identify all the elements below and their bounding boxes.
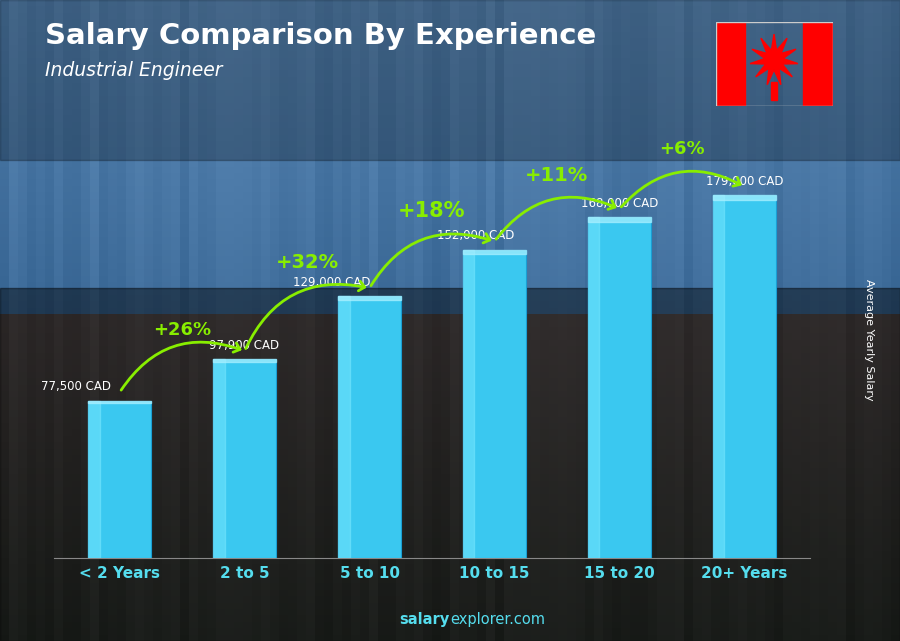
Text: +32%: +32% <box>275 253 338 272</box>
Bar <box>589 217 651 558</box>
Bar <box>88 401 151 403</box>
Bar <box>0 0 900 160</box>
Bar <box>589 217 651 222</box>
Bar <box>213 359 275 558</box>
Bar <box>464 249 526 254</box>
Bar <box>713 195 776 558</box>
Bar <box>88 401 151 558</box>
Text: Salary Comparison By Experience: Salary Comparison By Experience <box>45 22 596 51</box>
Bar <box>464 249 526 558</box>
Bar <box>716 22 745 106</box>
Text: 129,000 CAD: 129,000 CAD <box>293 276 371 289</box>
Bar <box>713 195 776 200</box>
Text: +26%: +26% <box>153 321 211 339</box>
Bar <box>338 296 400 558</box>
Polygon shape <box>771 81 777 99</box>
Text: 152,000 CAD: 152,000 CAD <box>437 229 515 242</box>
Text: 97,900 CAD: 97,900 CAD <box>210 339 280 352</box>
Text: +18%: +18% <box>398 201 465 221</box>
Text: 168,000 CAD: 168,000 CAD <box>580 197 658 210</box>
Bar <box>464 249 474 558</box>
Bar <box>713 195 725 558</box>
Bar <box>338 296 400 300</box>
Bar <box>589 217 599 558</box>
Bar <box>213 359 275 362</box>
Text: Average Yearly Salary: Average Yearly Salary <box>863 279 874 401</box>
Text: 77,500 CAD: 77,500 CAD <box>40 381 111 394</box>
Text: Industrial Engineer: Industrial Engineer <box>45 61 222 80</box>
Bar <box>0 288 900 641</box>
Text: salary: salary <box>400 612 450 627</box>
Polygon shape <box>750 34 798 85</box>
Bar <box>88 401 100 558</box>
Text: +11%: +11% <box>526 165 589 185</box>
Text: +6%: +6% <box>659 140 705 158</box>
Bar <box>213 359 225 558</box>
Bar <box>338 296 349 558</box>
Bar <box>803 22 833 106</box>
Text: explorer.com: explorer.com <box>450 612 545 627</box>
Text: 179,000 CAD: 179,000 CAD <box>706 175 783 188</box>
